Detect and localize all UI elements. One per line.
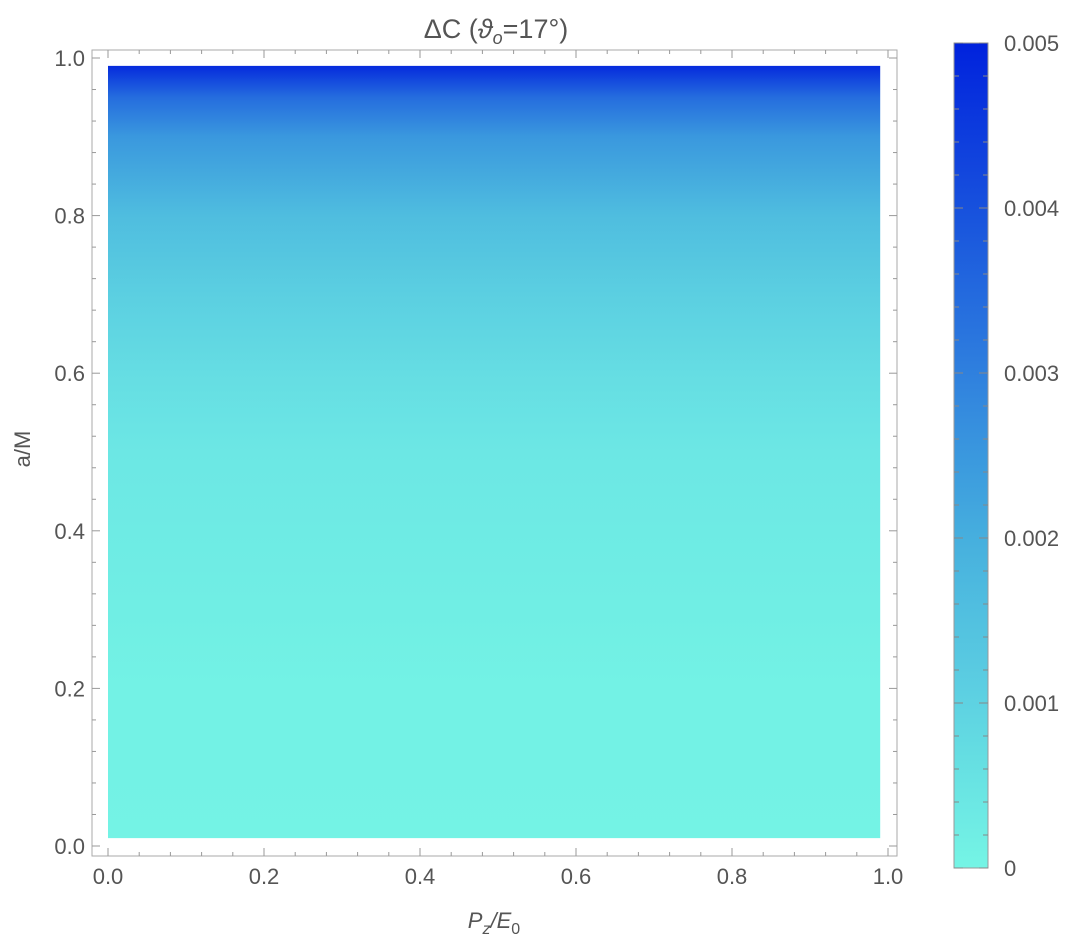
colorbar-tick-label: 0: [1004, 856, 1016, 881]
chart-title: ΔC (ϑo=17°): [424, 14, 569, 48]
x-tick-label: 0.2: [249, 864, 280, 889]
y-tick-label: 0.4: [54, 519, 85, 544]
colorbar-tick-label: 0.001: [1004, 691, 1059, 716]
x-axis-tick-labels: 0.0 0.2 0.4 0.6 0.8 1.0: [93, 864, 904, 889]
colorbar-tick-label: 0.002: [1004, 526, 1059, 551]
y-axis-label: a/M: [10, 431, 35, 468]
x-tick-label: 1.0: [873, 864, 904, 889]
y-tick-label: 1.0: [54, 46, 85, 71]
x-axis-ticks: [107, 50, 889, 856]
x-tick-label: 0.8: [717, 864, 748, 889]
plot-frame: [91, 49, 898, 857]
colorbar-tick-label: 0.004: [1004, 196, 1059, 221]
colorbar: [953, 42, 989, 869]
heatmap-area: [108, 65, 881, 839]
colorbar-tick-label: 0.003: [1004, 361, 1059, 386]
colorbar-ticks: [954, 42, 988, 869]
x-axis-label: Pz/E0: [468, 908, 520, 938]
x-tick-label: 0.4: [405, 864, 436, 889]
y-tick-label: 0.6: [54, 361, 85, 386]
x-tick-label: 0.6: [561, 864, 592, 889]
x-tick-label: 0.0: [93, 864, 124, 889]
y-axis-tick-labels: 0.0 0.2 0.4 0.6 0.8 1.0: [54, 46, 85, 859]
y-axis-ticks: [92, 57, 897, 847]
y-tick-label: 0.8: [54, 204, 85, 229]
colorbar-tick-labels: 0 0.001 0.002 0.003 0.004 0.005: [1004, 31, 1059, 881]
y-tick-label: 0.2: [54, 676, 85, 701]
colorbar-tick-label: 0.005: [1004, 31, 1059, 56]
y-tick-label: 0.0: [54, 834, 85, 859]
